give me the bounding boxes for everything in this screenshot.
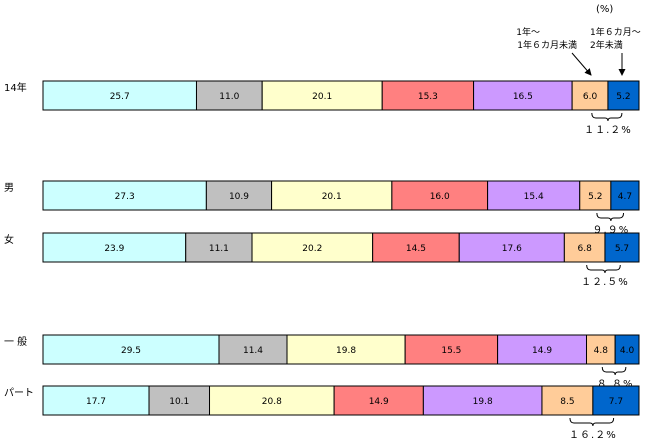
combined-brace xyxy=(591,112,623,122)
segment-value-label: 11.1 xyxy=(209,244,229,254)
bar-segment xyxy=(541,385,594,416)
segment-value-label: 4.7 xyxy=(618,192,632,202)
segment-value-label: 23.9 xyxy=(104,244,124,254)
combined-percent-label: ８.８% xyxy=(597,379,634,390)
annotation-seg7-line1: 1年６カ月～ xyxy=(590,26,641,38)
bar-segment xyxy=(607,80,640,111)
annotation-seg7-line2: 2年未満 xyxy=(590,39,623,51)
row-label: 女 xyxy=(4,233,14,246)
bar-segment xyxy=(585,334,616,365)
segment-value-label: 8.5 xyxy=(560,397,574,407)
segment-value-label: 11.0 xyxy=(219,92,239,102)
segment-value-label: 4.8 xyxy=(594,346,609,356)
annotation-seg6-line2: 1年６カ月未満 xyxy=(517,39,577,51)
segment-value-label: 20.1 xyxy=(312,92,332,102)
combined-percent-label: １２.５% xyxy=(581,277,629,288)
segment-value-label: 16.5 xyxy=(513,92,533,102)
bar-segment xyxy=(604,232,640,263)
segment-value-label: 15.5 xyxy=(441,346,461,356)
segment-value-label: 15.3 xyxy=(418,92,438,102)
row-label: パート xyxy=(4,387,34,399)
bar-segment xyxy=(205,180,273,211)
bar-segment xyxy=(185,232,253,263)
bar-segment xyxy=(218,334,288,365)
segment-value-label: 6.0 xyxy=(583,92,598,102)
bar-segment xyxy=(195,80,263,111)
combined-brace xyxy=(569,417,615,427)
row-label: 14年 xyxy=(4,81,27,94)
unit-label: (%) xyxy=(596,4,613,15)
segment-value-label: 10.1 xyxy=(169,397,189,407)
segment-value-label: 11.4 xyxy=(243,346,263,356)
bar-segment xyxy=(333,385,424,416)
bar-segment xyxy=(579,180,612,211)
combined-brace xyxy=(586,264,621,274)
bar-segment xyxy=(610,180,640,211)
bar-segment xyxy=(42,232,187,263)
bar-segment xyxy=(148,385,211,416)
segment-value-label: 19.8 xyxy=(336,346,356,356)
combined-percent-label: １６.２% xyxy=(569,430,617,441)
segment-value-label: 4.0 xyxy=(620,346,635,356)
segment-value-label: 19.8 xyxy=(473,397,493,407)
segment-value-label: 29.5 xyxy=(121,346,141,356)
combined-brace xyxy=(601,366,627,376)
segment-value-label: 14.9 xyxy=(369,397,389,407)
annotation-seg6-line1: 1年～ xyxy=(516,26,540,38)
annotation-seg6-arrow xyxy=(571,52,592,76)
bar-segment xyxy=(592,385,640,416)
combined-percent-label: ９.９% xyxy=(593,225,630,236)
segment-value-label: 16.0 xyxy=(430,192,450,202)
bar-segment xyxy=(42,385,150,416)
bar-segment xyxy=(391,180,489,211)
bar-segment xyxy=(372,232,460,263)
bar-segment xyxy=(251,232,374,263)
combined-percent-label: １１.２% xyxy=(584,125,632,136)
bar-segment xyxy=(458,232,565,263)
row-label: 男 xyxy=(4,182,14,194)
segment-value-label: 17.7 xyxy=(86,397,106,407)
bar-segment xyxy=(42,334,220,365)
bar-segment xyxy=(261,80,383,111)
segment-value-label: 17.6 xyxy=(502,244,522,254)
segment-value-label: 14.9 xyxy=(532,346,552,356)
segment-value-label: 5.2 xyxy=(588,192,602,202)
segment-value-label: 20.8 xyxy=(262,397,282,407)
segment-value-label: 20.1 xyxy=(322,192,342,202)
row-label: 一 般 xyxy=(4,335,27,348)
bar-segment xyxy=(614,334,640,365)
segment-value-label: 5.7 xyxy=(615,244,629,254)
bar-segment xyxy=(563,232,606,263)
segment-value-label: 6.8 xyxy=(577,244,592,254)
segment-value-label: 14.5 xyxy=(406,244,426,254)
segment-value-label: 27.3 xyxy=(115,192,135,202)
combined-brace xyxy=(596,212,625,222)
segment-value-label: 7.7 xyxy=(609,397,623,407)
segment-value-label: 15.4 xyxy=(524,192,544,202)
bar-segment xyxy=(497,334,587,365)
segment-value-label: 10.9 xyxy=(229,192,249,202)
segment-value-label: 5.2 xyxy=(616,92,630,102)
segment-value-label: 20.2 xyxy=(302,244,322,254)
bar-segment xyxy=(271,180,393,211)
segment-value-label: 25.7 xyxy=(110,92,130,102)
